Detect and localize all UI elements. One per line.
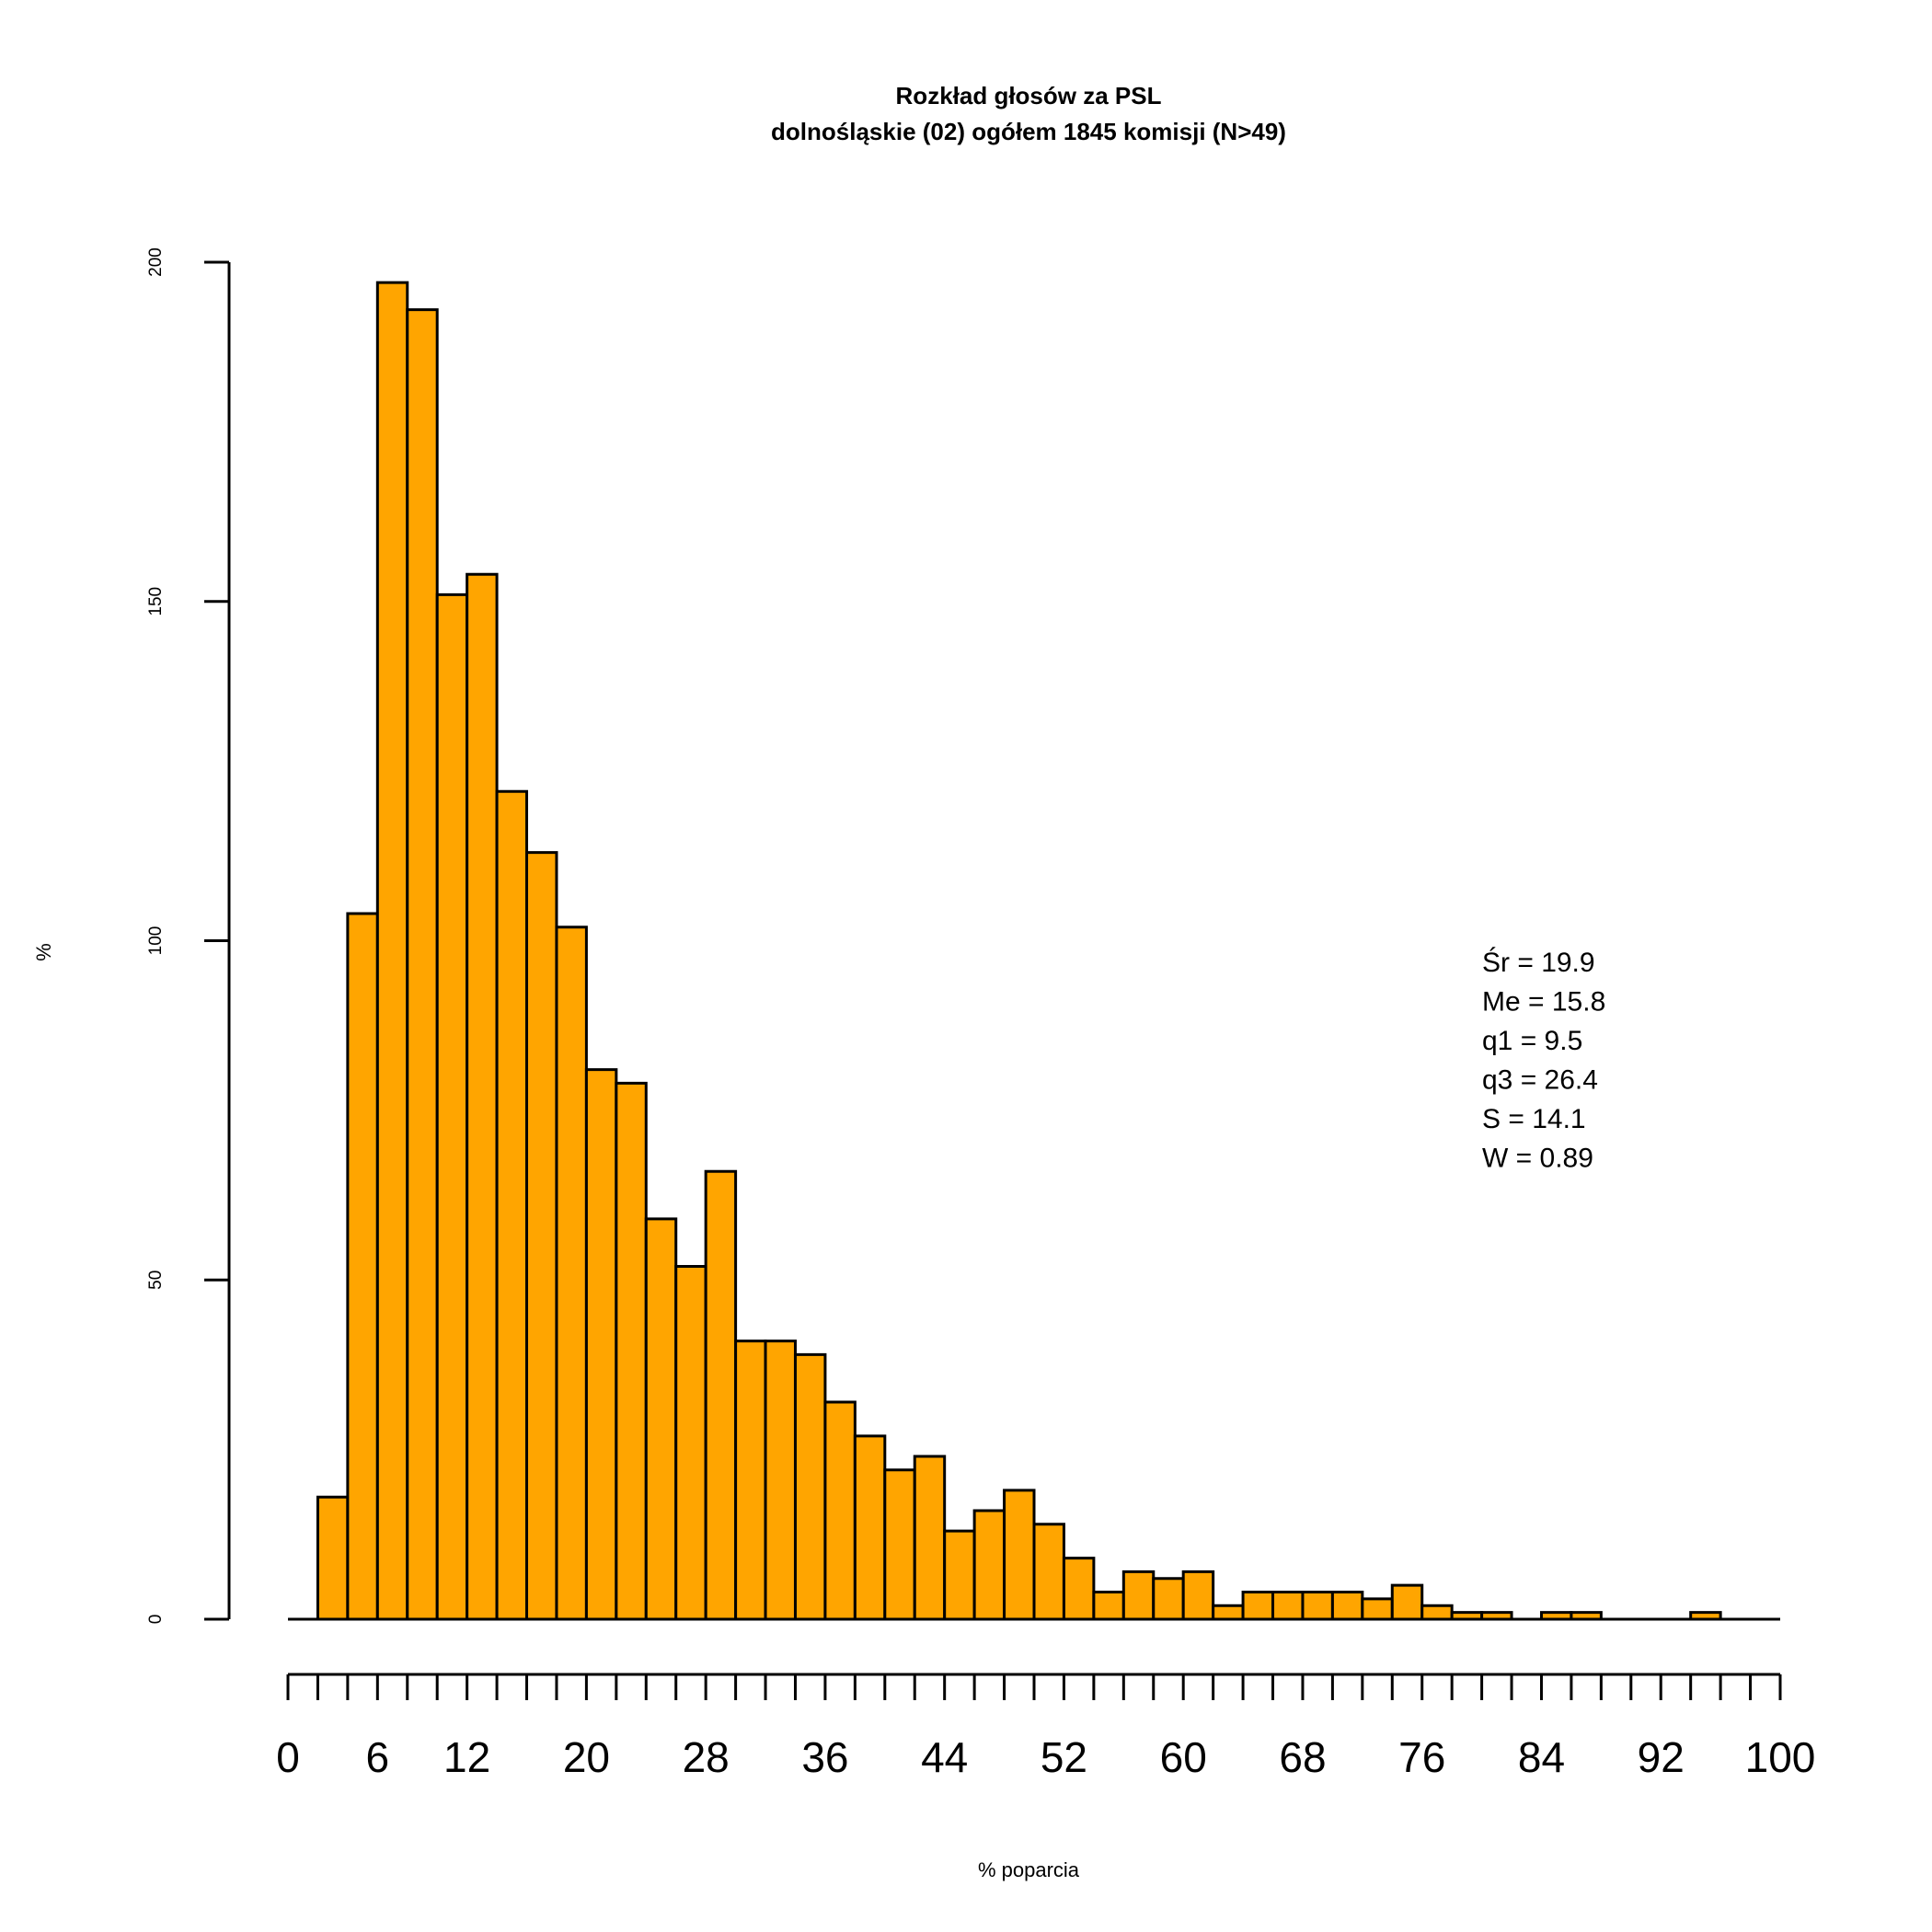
histogram-bar [1450,1611,1484,1621]
histogram-bar [823,1400,857,1621]
histogram-bar [1212,1604,1245,1621]
histogram-bar [943,1529,976,1621]
histogram-bar [1241,1591,1275,1621]
stat-line: q1 = 9.5 [1482,1026,1582,1056]
chart-subtitle: dolnośląskie (02) ogółem 1845 komisji (N… [771,118,1286,145]
histogram-bar [704,1169,738,1621]
histogram-bar [555,926,588,1621]
x-axis-label: % poparcia [978,1858,1080,1881]
histogram-bar [406,308,439,1621]
x-tick-label: 60 [1160,1733,1207,1781]
histogram-bar [853,1434,887,1621]
x-tick-label: 52 [1041,1733,1087,1781]
x-tick-label: 12 [443,1733,490,1781]
y-tick-label: 0 [146,1615,166,1625]
histogram-bar [1092,1591,1125,1621]
histogram-bar [1003,1489,1036,1621]
histogram-bar [644,1217,678,1621]
histogram-bar [1062,1557,1096,1621]
x-tick-label: 0 [276,1733,300,1781]
x-tick-label: 28 [683,1733,730,1781]
histogram-bar [1330,1591,1364,1621]
histogram-bar [1570,1611,1603,1621]
histogram-bar [1361,1597,1394,1621]
histogram-bar [734,1340,767,1621]
histogram-bar [466,572,499,1621]
y-tick-label: 200 [146,247,166,277]
chart-title: Rozkład głosów za PSL [896,82,1162,109]
histogram-bar [495,789,529,1621]
x-tick-label: 84 [1518,1733,1565,1781]
histogram-bar [525,851,558,1621]
histogram-bar [375,281,409,1621]
histogram-bar [972,1509,1006,1621]
y-tick-label: 150 [146,587,166,616]
histogram-bar [1121,1570,1156,1621]
x-axis: 0 6 12 20 28 36 44 52 60 68 76 84 92 100 [276,1673,1816,1781]
stat-line: q3 = 26.4 [1482,1065,1598,1096]
stats-annotation: Śr = 19.9 Me = 15.8 q1 = 9.5 q3 = 26.4 S = 1… [1482,947,1605,1174]
histogram-bar [615,1081,648,1621]
y-axis-label: % [32,943,55,961]
histogram-bar [764,1340,797,1621]
histogram-bar [1271,1591,1305,1621]
x-tick-label: 6 [366,1733,390,1781]
histogram-bar [883,1468,916,1621]
histogram-bar [1390,1583,1424,1621]
histogram-bar [346,912,379,1621]
x-tick-label: 68 [1279,1733,1326,1781]
histogram-bar [793,1352,827,1621]
histogram-bar [1032,1523,1065,1621]
x-tick-label: 20 [563,1733,610,1781]
histogram-bar [1480,1611,1513,1621]
histogram-bar [435,592,469,1621]
x-tick-label: 76 [1398,1733,1445,1781]
histogram-bar [674,1265,707,1621]
histogram-bar [913,1455,947,1621]
histogram-bar [584,1068,618,1621]
x-tick-label: 36 [801,1733,848,1781]
histogram-bar [316,1495,350,1621]
stat-line: S = 14.1 [1482,1104,1586,1134]
y-tick-label: 100 [146,926,166,956]
histogram-bar [1181,1570,1215,1621]
x-tick-label: 92 [1638,1733,1685,1781]
stat-line: W = 0.89 [1482,1144,1593,1174]
x-tick-label: 100 [1745,1733,1816,1781]
histogram-bar [1301,1591,1334,1621]
stat-line: Śr = 19.9 [1482,947,1595,978]
bars [288,281,1780,1621]
y-axis: 0 50 100 150 200 [146,247,231,1625]
stat-line: Me = 15.8 [1482,987,1605,1018]
histogram-bar [1689,1611,1722,1621]
histogram-bar [1420,1604,1454,1621]
histogram-bar [1539,1611,1573,1621]
histogram-bar [1152,1577,1185,1621]
x-tick-label: 44 [921,1733,968,1781]
y-tick-label: 50 [146,1271,166,1290]
